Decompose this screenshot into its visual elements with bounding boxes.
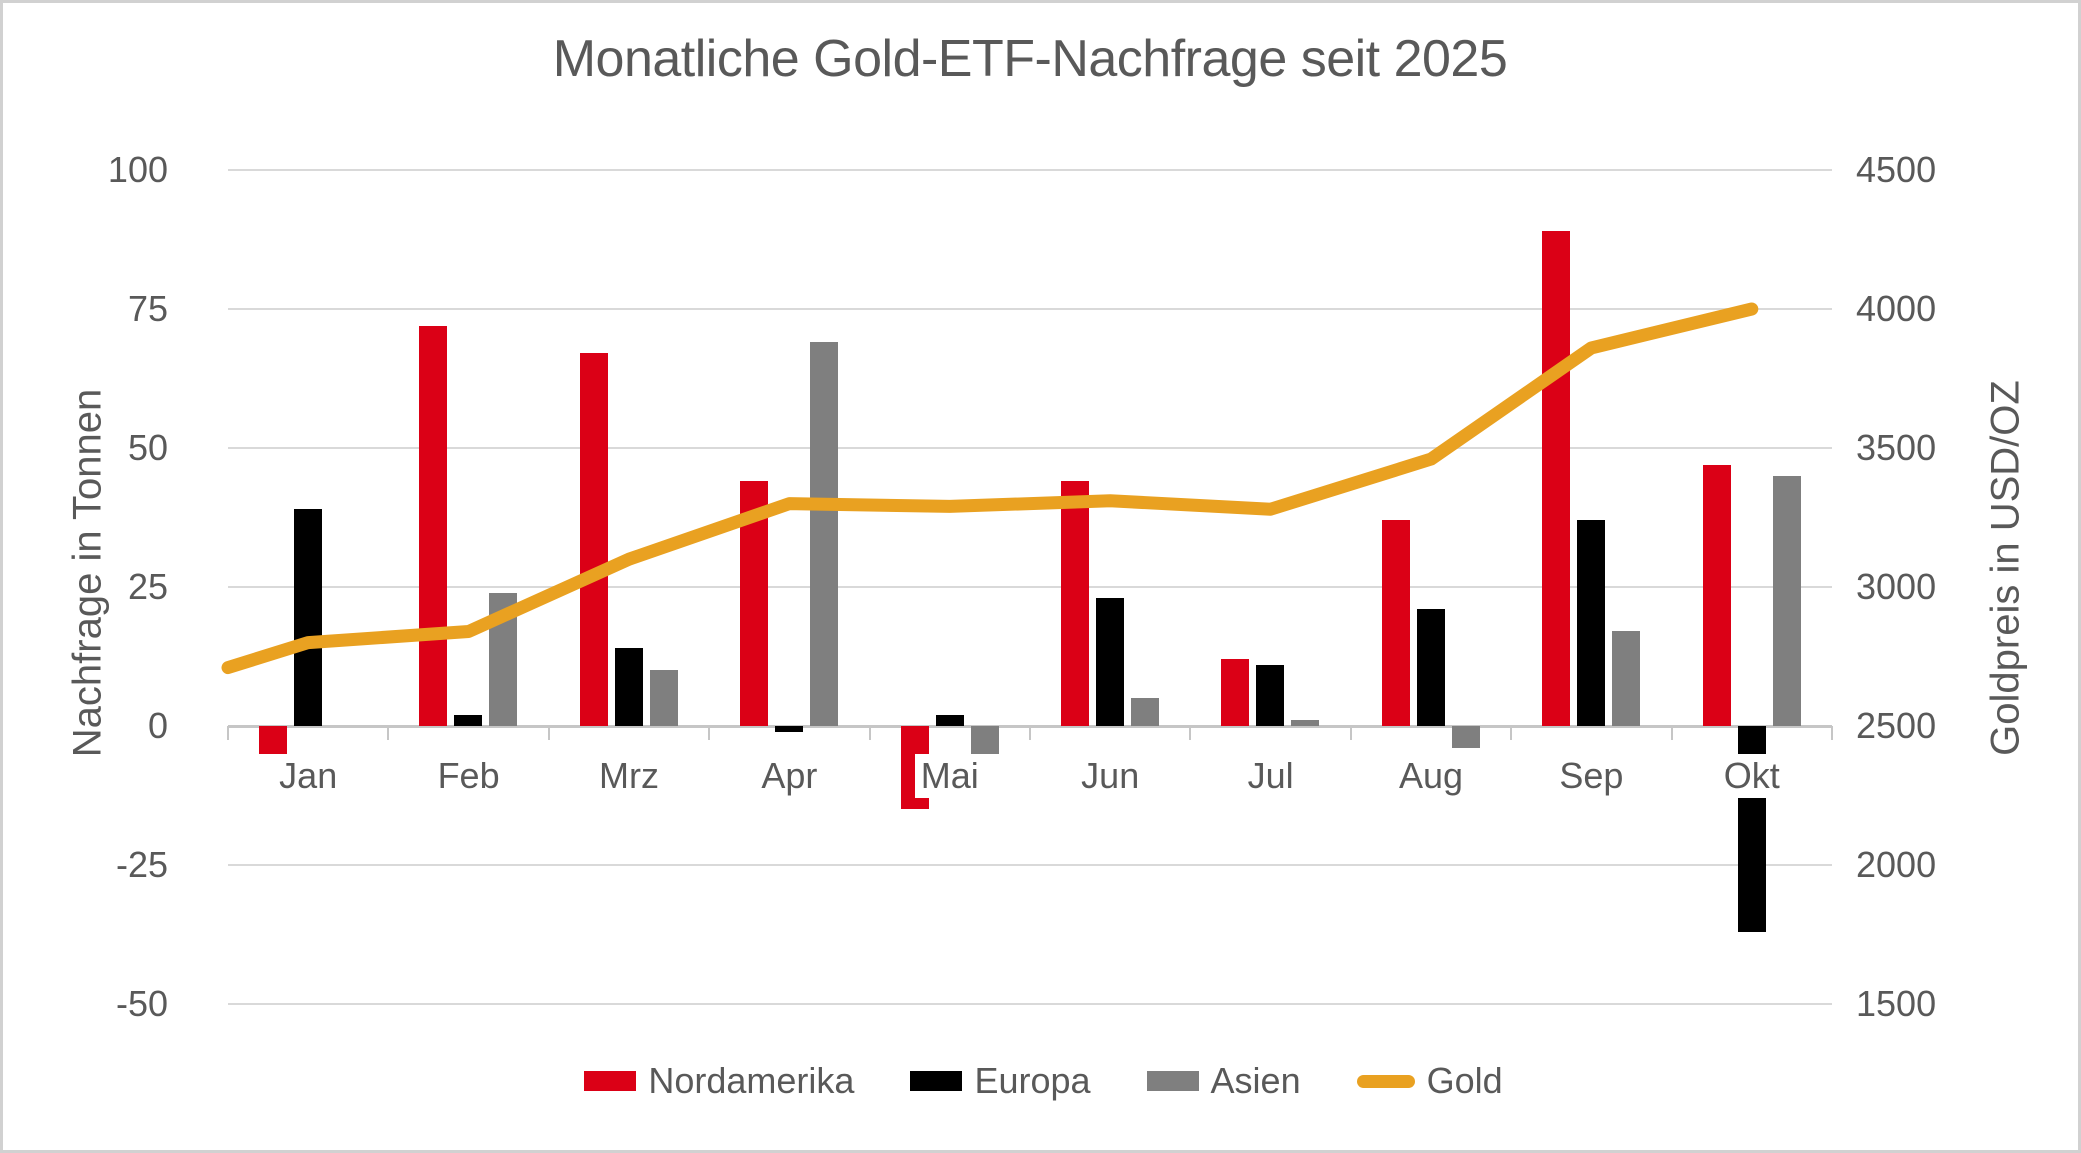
axis-tick (868, 726, 871, 740)
right-tick-label: 2000 (1856, 844, 1937, 885)
month-label-box: Feb (388, 754, 548, 798)
bar-nordamerika-jan (259, 726, 287, 754)
left-tick-label: 50 (127, 427, 168, 468)
left-tick-label: 0 (147, 705, 168, 746)
month-label-jan: Jan (273, 754, 344, 798)
gridline-50 (228, 447, 1832, 449)
month-label-aug: Aug (1392, 754, 1470, 798)
left-tick-label: 25 (127, 566, 168, 607)
left-tick-label: -25 (115, 844, 168, 885)
axis-tick (227, 726, 229, 740)
left-tick-label: 100 (107, 149, 168, 190)
legend-swatch-europa (910, 1071, 963, 1091)
bar-asien-mrz (649, 670, 678, 726)
bar-europa-mai (935, 714, 964, 726)
axis-tick (1189, 726, 1192, 740)
legend-label: Nordamerika (648, 1060, 855, 1101)
left-tick-label: 75 (127, 288, 168, 329)
bar-europa-mrz (614, 648, 643, 726)
bar-asien-sep (1612, 631, 1641, 726)
legend-item-gold: Gold (1356, 1060, 1503, 1101)
legend-swatch-nordamerika (584, 1071, 637, 1091)
legend-label: Gold (1426, 1060, 1503, 1101)
month-label-apr: Apr (755, 754, 824, 798)
axis-tick (708, 726, 711, 740)
axis-tick (1029, 726, 1031, 740)
legend-swatch-gold (1356, 1074, 1415, 1088)
month-label-box: Aug (1351, 754, 1511, 798)
gridline--25 (228, 864, 1832, 866)
month-label-jul: Jul (1241, 754, 1300, 798)
bar-asien-jun (1131, 698, 1159, 726)
bar-nordamerika-mrz (579, 353, 608, 726)
right-tick-label: 1500 (1856, 983, 1937, 1024)
right-tick-label: 3500 (1856, 427, 1937, 468)
bar-nordamerika-feb (419, 325, 448, 726)
month-label-okt: Okt (1717, 754, 1786, 798)
right-tick-label: 4500 (1856, 149, 1937, 190)
axis-tick (547, 726, 550, 740)
month-label-box: Jul (1190, 754, 1350, 798)
legend-item-asien: Asien (1146, 1060, 1301, 1101)
left-tick-label: -50 (115, 983, 168, 1024)
month-label-feb: Feb (431, 754, 506, 798)
month-label-jun: Jun (1075, 754, 1146, 798)
legend-item-europa: Europa (910, 1060, 1091, 1101)
month-label-box: Mrz (549, 754, 709, 798)
legend-swatch-asien (1146, 1071, 1199, 1091)
bar-asien-okt (1772, 475, 1801, 726)
bar-europa-aug (1416, 609, 1445, 726)
right-tick-label: 4000 (1856, 288, 1937, 329)
axis-tick (1831, 726, 1833, 740)
right-tick-label: 2500 (1856, 705, 1937, 746)
bar-asien-jul (1291, 720, 1320, 726)
gold-price-line (221, 302, 1759, 675)
bar-asien-apr (810, 342, 839, 726)
gridline-25 (228, 586, 1832, 588)
bar-nordamerika-aug (1381, 520, 1410, 726)
bar-nordamerika-jul (1221, 659, 1250, 726)
month-label-box: Sep (1511, 754, 1671, 798)
bar-europa-jul (1256, 664, 1285, 726)
legend-item-nordamerika: Nordamerika (584, 1061, 854, 1101)
bar-asien-aug (1451, 726, 1480, 749)
month-label-mai: Mai (914, 754, 985, 798)
bar-europa-feb (454, 714, 483, 726)
gridline--50 (228, 1003, 1832, 1005)
month-label-box: Jun (1030, 754, 1190, 798)
month-label-box: Okt (1672, 754, 1832, 798)
bar-europa-jun (1096, 598, 1124, 726)
gridline-75 (228, 308, 1832, 310)
bar-nordamerika-okt (1702, 464, 1731, 726)
bar-europa-jan (294, 509, 322, 726)
legend-label: Asien (1210, 1060, 1301, 1101)
gold-line-layer (221, 302, 1759, 675)
bar-nordamerika-jun (1061, 481, 1089, 726)
month-label-sep: Sep (1553, 754, 1630, 798)
axis-tick (387, 726, 390, 740)
month-label-box: Mai (870, 754, 1030, 798)
legend: Nordamerika Europa Asien Gold (3, 1060, 2078, 1101)
bar-europa-apr (775, 726, 804, 732)
gridline-100 (228, 169, 1832, 171)
axis-tick (1670, 726, 1673, 740)
month-label-box: Apr (709, 754, 869, 798)
chart-title: Monatliche Gold-ETF-Nachfrage seit 2025 (552, 30, 1508, 88)
axis-tick (1510, 726, 1513, 740)
right-tick-label: 3000 (1856, 566, 1937, 607)
axis-tick (1349, 726, 1352, 740)
bar-asien-mai (970, 726, 999, 754)
legend-label: Europa (974, 1060, 1091, 1101)
month-label-box: Jan (228, 754, 388, 798)
bar-europa-sep (1577, 520, 1606, 726)
month-label-mrz: Mrz (593, 754, 665, 798)
bar-nordamerika-sep (1542, 231, 1571, 726)
